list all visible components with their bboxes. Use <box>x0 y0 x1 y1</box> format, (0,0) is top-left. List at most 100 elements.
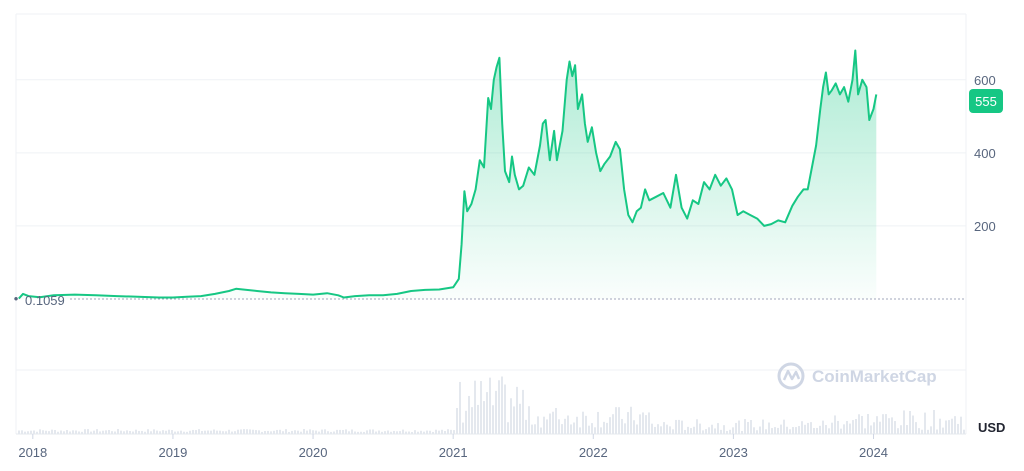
volume-bar <box>759 426 761 434</box>
volume-bar <box>543 416 545 434</box>
volume-bar <box>795 427 797 434</box>
volume-bar <box>492 405 494 434</box>
volume-bar <box>48 431 50 434</box>
volume-bar <box>21 430 23 434</box>
volume-bar <box>144 431 146 434</box>
volume-bar <box>447 429 449 434</box>
volume-bar <box>894 421 896 434</box>
volume-bar <box>687 426 689 434</box>
volume-bar <box>690 428 692 434</box>
volume-bar <box>636 424 638 434</box>
volume-bar <box>429 430 431 434</box>
volume-bar <box>150 431 152 434</box>
volume-bar <box>696 419 698 434</box>
volume-bar <box>324 429 326 434</box>
volume-bar <box>918 428 920 434</box>
volume-bar <box>360 431 362 434</box>
volume-bar <box>423 431 425 434</box>
x-tick-label: 2024 <box>859 445 888 460</box>
volume-bar <box>777 427 779 434</box>
volume-bar <box>951 418 953 434</box>
volume-bar <box>411 431 413 434</box>
volume-bar <box>282 431 284 434</box>
volume-bar <box>315 430 317 434</box>
volume-bar <box>231 431 233 434</box>
volume-bar <box>960 416 962 434</box>
volume-bar <box>669 426 671 434</box>
volume-bar <box>267 430 269 434</box>
x-axis-ticks: 2018 2019 2020 2021 2022 2023 2024 <box>18 434 888 460</box>
volume-bar <box>408 431 410 434</box>
volume-bar <box>873 422 875 434</box>
volume-bar <box>270 431 272 434</box>
current-price-badge-bg <box>969 89 1003 113</box>
volume-bar <box>390 431 392 434</box>
volume-bar <box>387 430 389 434</box>
x-tick-label: 2023 <box>719 445 748 460</box>
volume-bar <box>345 429 347 434</box>
volume-bar <box>561 424 563 434</box>
volume-bar <box>522 389 524 434</box>
volume-bar <box>963 429 965 434</box>
volume-bar <box>630 406 632 434</box>
volume-bar <box>195 430 197 434</box>
volume-bar <box>453 430 455 434</box>
volume-bar <box>588 425 590 434</box>
volume-bar <box>252 429 254 434</box>
volume-bar <box>942 427 944 434</box>
volume-bar <box>147 429 149 434</box>
volume-bar <box>603 421 605 434</box>
volume-bar <box>486 392 488 434</box>
volume-bar <box>201 431 203 434</box>
volume-bar <box>948 420 950 434</box>
volume-bar <box>549 413 551 434</box>
volume-bar <box>723 425 725 434</box>
volume-bar <box>597 411 599 434</box>
volume-bar <box>555 408 557 434</box>
volume-bar <box>177 431 179 434</box>
volume-bar <box>489 377 491 434</box>
volume-bar <box>861 415 863 434</box>
volume-bar <box>858 414 860 434</box>
x-tick-label: 2019 <box>158 445 187 460</box>
volume-bar <box>192 429 194 434</box>
volume-bar <box>564 418 566 434</box>
volume-bar <box>702 430 704 434</box>
volume-bar <box>930 426 932 434</box>
volume-bar <box>321 429 323 434</box>
volume-bar <box>225 431 227 434</box>
volume-bar <box>714 428 716 434</box>
volume-bar <box>957 423 959 434</box>
volume-bar <box>87 429 89 434</box>
volume-bar <box>348 431 350 434</box>
volume-bar <box>852 420 854 434</box>
volume-bar <box>480 381 482 434</box>
volume-bar <box>864 428 866 434</box>
volume-bar <box>921 429 923 434</box>
volume-bar <box>210 430 212 434</box>
volume-bar <box>57 431 59 434</box>
volume-bar <box>75 430 77 434</box>
volume-bar <box>732 427 734 434</box>
start-value-marker: • 0.1059 <box>14 291 65 308</box>
volume-bar <box>519 403 521 434</box>
volume-bar <box>684 429 686 434</box>
volume-bar <box>585 415 587 434</box>
volume-bar <box>30 430 32 434</box>
volume-bar <box>939 418 941 434</box>
volume-bar <box>426 430 428 434</box>
volume-bar <box>663 422 665 434</box>
volume-bar <box>642 412 644 434</box>
volume-bar <box>258 430 260 434</box>
volume-bar <box>27 431 29 434</box>
volume-bar <box>444 430 446 434</box>
volume-bar <box>366 430 368 434</box>
volume-bar <box>495 390 497 434</box>
currency-unit-label: USD <box>978 420 1005 435</box>
volume-bar <box>90 431 92 434</box>
volume-bar <box>816 427 818 434</box>
volume-bar <box>660 426 662 434</box>
coinmarketcap-logo-icon <box>777 362 805 390</box>
volume-bar <box>222 431 224 434</box>
volume-bar <box>327 431 329 434</box>
